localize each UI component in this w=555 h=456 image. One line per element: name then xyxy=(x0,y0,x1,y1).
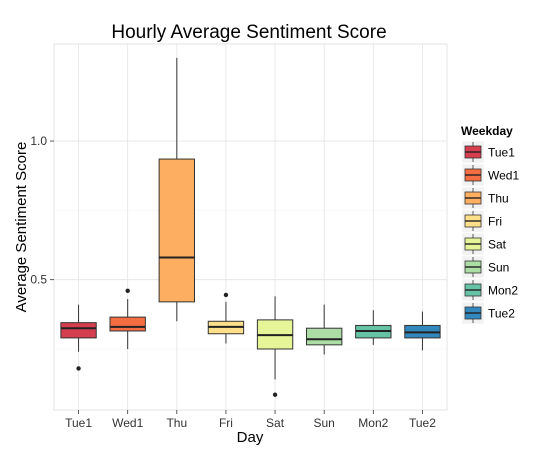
box-sun xyxy=(306,304,343,355)
legend-item-fri: Fri xyxy=(461,209,502,233)
y-axis: 0.5 1.0 xyxy=(30,134,54,287)
legend-item-mon2: Mon2 xyxy=(461,278,518,302)
legend-title: Weekday xyxy=(461,124,513,138)
box-tue2 xyxy=(404,311,441,351)
x-tick-label: Tue1 xyxy=(65,416,92,430)
y-tick-label: 0.5 xyxy=(30,273,47,287)
legend-label: Wed1 xyxy=(488,169,519,183)
legend-item-thu: Thu xyxy=(461,186,509,210)
x-tick-label: Tue2 xyxy=(409,416,436,430)
outlier-point xyxy=(76,366,81,371)
box-body xyxy=(60,322,97,339)
outlier-point xyxy=(125,288,130,293)
box-wed1 xyxy=(109,288,146,349)
box-body xyxy=(158,158,195,303)
legend-item-wed1: Wed1 xyxy=(461,163,519,187)
x-axis-title: Day xyxy=(237,429,264,446)
box-fri xyxy=(207,292,245,344)
legend-item-sun: Sun xyxy=(461,255,509,279)
box-sat xyxy=(256,296,294,397)
box-mon2 xyxy=(355,310,392,345)
y-tick-label: 1.0 xyxy=(30,134,47,148)
x-axis: Tue1 Wed1 Thu Fri Sat Sun Mon2 Tue2 xyxy=(65,410,436,430)
legend-item-tue1: Tue1 xyxy=(461,140,515,164)
x-tick-label: Fri xyxy=(219,416,233,430)
legend-label: Mon2 xyxy=(488,284,518,298)
legend-item-sat: Sat xyxy=(461,232,507,256)
x-tick-label: Sat xyxy=(266,416,285,430)
legend-label: Fri xyxy=(488,215,502,229)
y-axis-title: Average Sentiment Score xyxy=(13,142,30,313)
legend-label: Sat xyxy=(488,238,507,252)
x-tick-label: Mon2 xyxy=(358,416,388,430)
box-series xyxy=(60,57,441,397)
legend-label: Sun xyxy=(488,261,509,275)
plot-panel xyxy=(53,43,448,411)
legend-label: Tue1 xyxy=(488,146,515,160)
outlier-point xyxy=(272,392,278,397)
box-tue1 xyxy=(60,304,97,371)
chart-title: Hourly Average Sentiment Score xyxy=(111,22,386,43)
box-body xyxy=(306,327,343,346)
x-tick-label: Wed1 xyxy=(112,416,143,430)
legend-label: Thu xyxy=(488,192,509,206)
box-thu xyxy=(158,57,195,322)
outlier-point xyxy=(223,292,229,298)
legend: Weekday Tue1 Wed1 Thu Fri Sat Sun Mon2 Tue2 xyxy=(461,124,519,325)
legend-label: Tue2 xyxy=(488,307,515,321)
x-tick-label: Thu xyxy=(166,416,187,430)
box-body xyxy=(109,316,146,332)
x-tick-label: Sun xyxy=(314,416,335,430)
legend-item-tue2: Tue2 xyxy=(461,301,515,325)
